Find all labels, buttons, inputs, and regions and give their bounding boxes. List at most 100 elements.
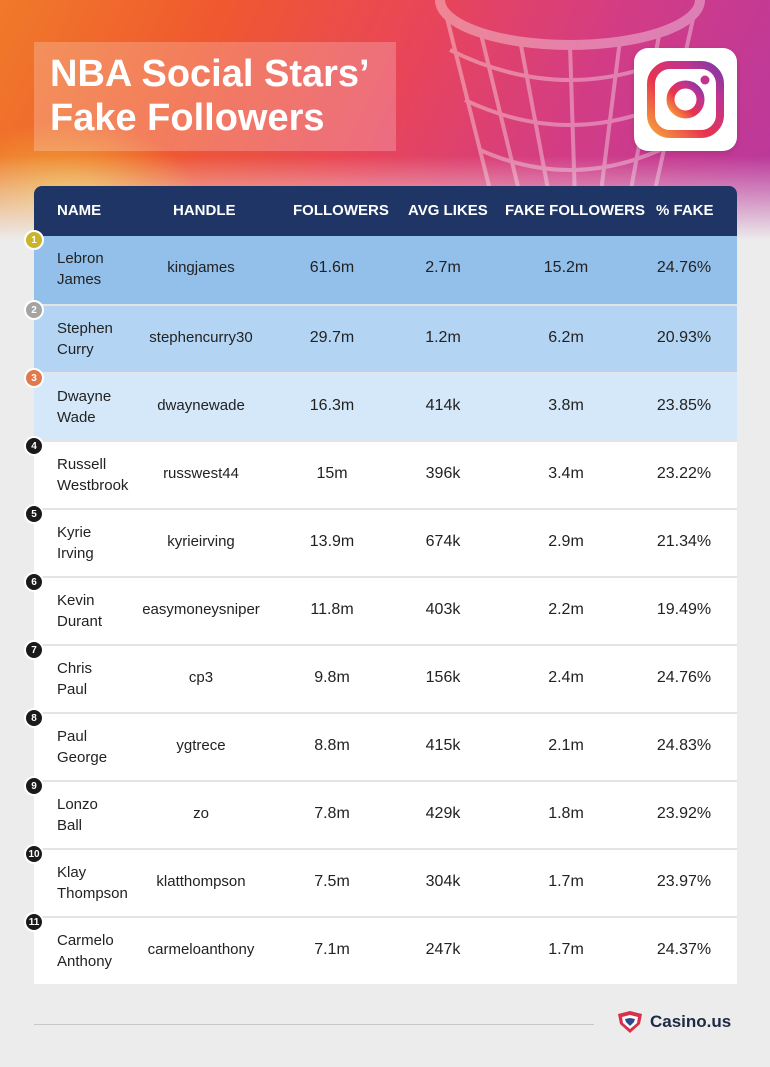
player-name: Dwayne Wade	[57, 386, 111, 428]
player-last-name: Ball	[57, 817, 83, 834]
col-header-name: NAME	[57, 202, 102, 219]
cell-followers: 7.5m	[314, 873, 350, 890]
cell-avg-likes: 247k	[425, 941, 461, 958]
table-row: 2 Stephen Curry stephencurry30 29.7m 1.2m 6.2m…	[24, 300, 737, 372]
table-body: 1 Lebron James kingjames 61.6m 2.7m 15.2m 24.76…	[24, 230, 737, 984]
rank-badge: 4	[24, 436, 44, 456]
table-row: 11 Carmelo Anthony carmeloanthony 7.1m 247k 1.…	[24, 912, 737, 984]
table-row: 1 Lebron James kingjames 61.6m 2.7m 15.2m 24.76…	[24, 230, 737, 304]
player-name: Stephen Curry	[57, 318, 113, 360]
cell-avg-likes: 415k	[425, 737, 461, 754]
table-row: 8 Paul George ygtrece 8.8m 415k 2.1m 24.83%	[24, 708, 737, 780]
player-first-name: Dwayne	[57, 388, 112, 405]
cell-fake-followers: 1.7m	[548, 873, 584, 890]
cell-avg-likes: 1.2m	[425, 329, 461, 346]
player-last-name: Anthony	[57, 953, 113, 970]
rank-badge: 11	[24, 912, 44, 932]
cell-avg-likes: 304k	[425, 873, 461, 890]
cell-avg-likes: 674k	[425, 533, 461, 550]
player-name: Chris Paul	[57, 658, 92, 700]
col-header-avg-likes: AVG LIKES	[408, 202, 488, 219]
cell-pct-fake: 24.37%	[656, 941, 712, 958]
player-name: Kevin Durant	[57, 590, 102, 632]
rank-badge: 5	[24, 504, 44, 524]
col-header-followers: FOLLOWERS	[293, 202, 389, 219]
col-header-pct-fake: % FAKE	[656, 202, 714, 219]
cell-avg-likes: 414k	[425, 397, 461, 414]
cell-pct-fake: 23.85%	[656, 397, 712, 414]
page-title: NBA Social Stars’ Fake Followers	[50, 52, 390, 140]
player-last-name: George	[57, 749, 108, 766]
player-last-name: Curry	[57, 341, 94, 358]
cell-fake-followers: 2.4m	[548, 669, 584, 686]
player-first-name: Carmelo	[57, 932, 114, 949]
cell-avg-likes: 429k	[425, 805, 461, 822]
player-first-name: Lebron	[57, 250, 104, 267]
table-row: 9 Lonzo Ball zo 7.8m 429k 1.8m 23.92%	[24, 776, 737, 848]
player-name: Carmelo Anthony	[57, 930, 114, 972]
cell-handle: klatthompson	[156, 873, 246, 890]
cell-handle: carmeloanthony	[147, 941, 255, 958]
player-name: Russell Westbrook	[57, 454, 128, 496]
cell-handle: ygtrece	[176, 737, 226, 754]
player-name: Kyrie Irving	[57, 522, 94, 564]
rank-badge: 1	[24, 230, 44, 250]
cell-followers: 61.6m	[309, 259, 355, 276]
cell-handle: kingjames	[167, 259, 235, 276]
player-name: Klay Thompson	[57, 862, 128, 904]
player-first-name: Russell	[57, 456, 107, 473]
table-row: 3 Dwayne Wade dwaynewade 16.3m 414k 3.8m 23.85%	[24, 368, 737, 440]
cell-fake-followers: 2.2m	[548, 601, 584, 618]
cell-followers: 15m	[316, 465, 348, 482]
cell-pct-fake: 23.92%	[656, 805, 712, 822]
rank-badge: 3	[24, 368, 44, 388]
cell-fake-followers: 3.4m	[548, 465, 584, 482]
cell-followers: 8.8m	[314, 737, 350, 754]
col-header-fake-followers: FAKE FOLLOWERS	[505, 202, 645, 219]
cell-fake-followers: 3.8m	[548, 397, 584, 414]
player-first-name: Klay	[57, 864, 87, 881]
cell-followers: 16.3m	[309, 397, 355, 414]
cell-followers: 7.8m	[314, 805, 350, 822]
cell-pct-fake: 21.34%	[656, 533, 712, 550]
col-header-handle: HANDLE	[173, 202, 236, 219]
cell-fake-followers: 6.2m	[548, 329, 584, 346]
cell-handle: easymoneysniper	[142, 601, 260, 618]
cell-pct-fake: 24.83%	[656, 737, 712, 754]
cell-followers: 11.8m	[310, 601, 354, 618]
table-row: 7 Chris Paul cp3 9.8m 156k 2.4m 24.76%	[24, 640, 737, 712]
table-header: NAME HANDLE FOLLOWERS AVG LIKES FAKE FOL…	[34, 186, 737, 236]
cell-followers: 29.7m	[309, 329, 355, 346]
cell-pct-fake: 24.76%	[656, 669, 712, 686]
cell-handle: stephencurry30	[149, 329, 253, 346]
rank-badge: 8	[24, 708, 44, 728]
table-row: 5 Kyrie Irving kyrieirving 13.9m 674k 2.9m 21.3…	[24, 504, 737, 576]
player-last-name: Irving	[57, 545, 94, 562]
casino-shield-logo-icon	[618, 1011, 642, 1033]
title-line-2: Fake Followers	[50, 97, 325, 139]
player-name: Lebron James	[57, 248, 104, 290]
rank-badge: 2	[24, 300, 44, 320]
title-line-1: NBA Social Stars’	[50, 53, 370, 95]
cell-avg-likes: 2.7m	[425, 259, 461, 276]
brand-name: Casino.us	[650, 1012, 732, 1031]
rank-badge: 9	[24, 776, 44, 796]
player-first-name: Kyrie	[57, 524, 92, 541]
brand-logo[interactable]: Casino.us	[616, 1010, 731, 1034]
followers-table: NAME HANDLE FOLLOWERS AVG LIKES FAKE FOL…	[24, 186, 737, 984]
cell-pct-fake: 20.93%	[656, 329, 712, 346]
cell-fake-followers: 2.1m	[548, 737, 584, 754]
cell-pct-fake: 24.76%	[656, 259, 712, 276]
cell-fake-followers: 1.7m	[548, 941, 584, 958]
cell-handle: cp3	[188, 669, 214, 686]
player-last-name: Thompson	[57, 885, 128, 902]
cell-handle: zo	[193, 805, 209, 822]
cell-pct-fake: 23.97%	[656, 873, 712, 890]
cell-avg-likes: 403k	[425, 601, 461, 618]
cell-handle: kyrieirving	[167, 533, 235, 550]
cell-avg-likes: 156k	[425, 669, 461, 686]
footer-divider	[34, 1024, 594, 1025]
cell-pct-fake: 19.49%	[656, 601, 712, 618]
player-last-name: Durant	[57, 613, 103, 630]
player-first-name: Kevin	[57, 592, 95, 609]
